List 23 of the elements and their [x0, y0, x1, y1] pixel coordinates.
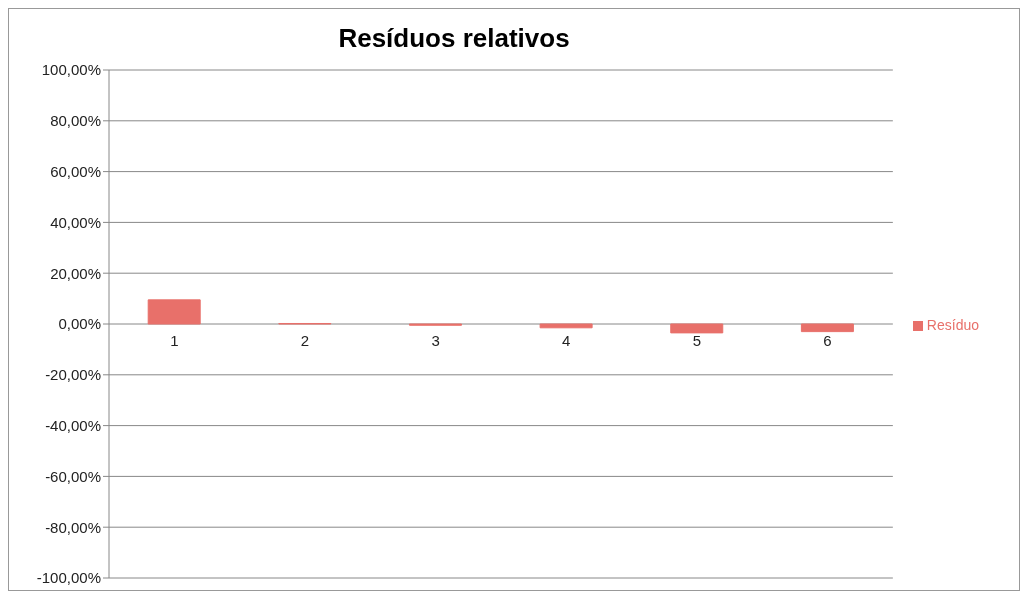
x-tick-label: 4	[562, 332, 571, 349]
y-tick-label: 80,00%	[50, 112, 101, 130]
y-tick-label: 60,00%	[50, 162, 101, 180]
bar	[670, 323, 724, 334]
y-tick-label: -60,00%	[45, 467, 101, 485]
chart-title: Resíduos relativos	[337, 22, 571, 55]
x-tick-label: 3	[431, 332, 440, 349]
legend-label: Resíduo	[926, 317, 979, 333]
y-tick-label: -20,00%	[45, 366, 101, 384]
bar	[147, 299, 201, 325]
x-tick-label: 6	[823, 332, 832, 349]
y-tick-label: -40,00%	[45, 416, 101, 434]
y-tick-label: -80,00%	[45, 518, 101, 536]
y-tick-label: 40,00%	[50, 213, 101, 231]
y-tick-label: -100,00%	[36, 569, 101, 587]
x-tick-label: 2	[300, 332, 310, 349]
x-tick-label: 1	[170, 332, 179, 349]
y-tick-label: 100,00%	[41, 61, 101, 79]
y-tick-label: 0,00%	[58, 315, 101, 333]
bar	[539, 323, 593, 329]
x-tick-label: 5	[692, 332, 702, 349]
y-tick-label: 20,00%	[50, 264, 101, 282]
bar	[800, 323, 854, 333]
